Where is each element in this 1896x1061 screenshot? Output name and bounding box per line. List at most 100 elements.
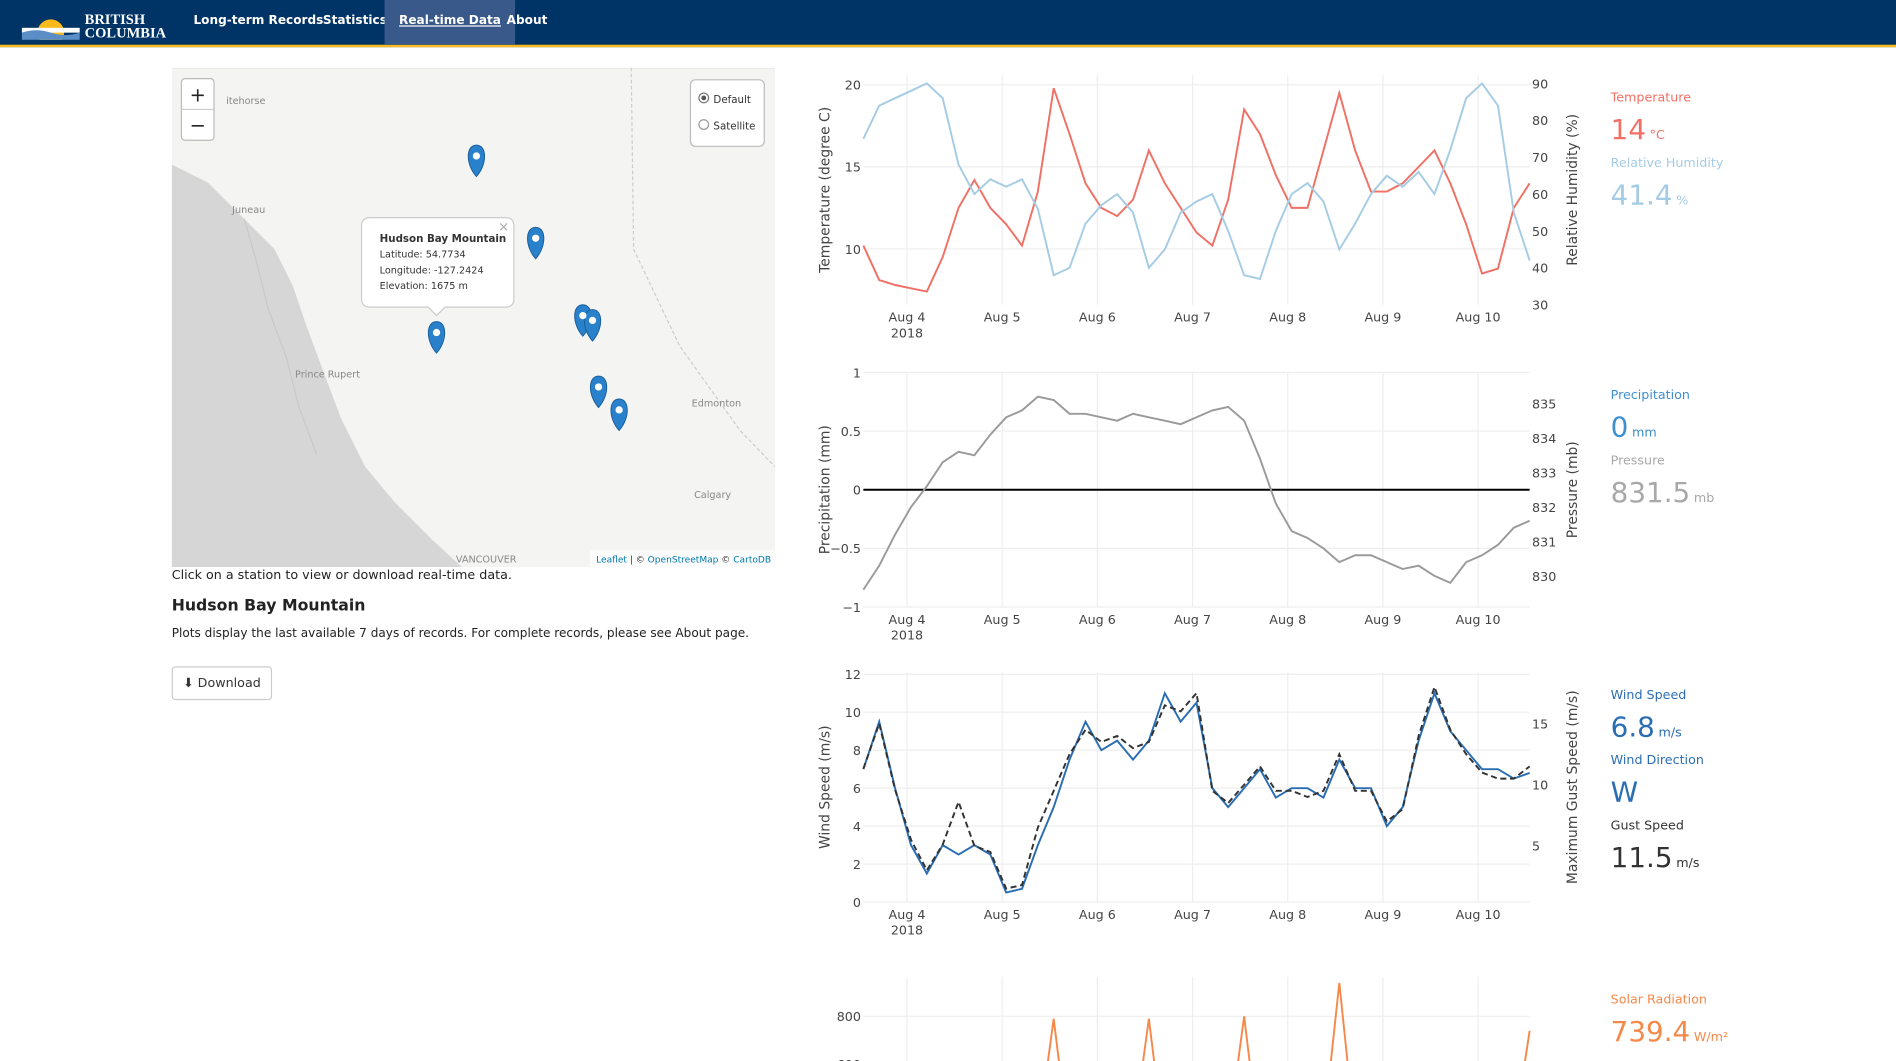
- readout-value: 0: [1611, 411, 1629, 444]
- y-tick-label: 0.5: [841, 424, 861, 439]
- readout-value: 11.5: [1611, 841, 1673, 874]
- station-marker[interactable]: [610, 398, 628, 432]
- place-label: Juneau: [231, 205, 265, 216]
- x-tick-sublabel: 2018: [891, 325, 923, 340]
- x-tick-label: Aug 8: [1269, 612, 1306, 627]
- y-tick-label: 0: [853, 895, 861, 910]
- place-label: Prince Rupert: [295, 369, 360, 380]
- x-tick-label: Aug 7: [1174, 612, 1211, 627]
- readout-unit: W/m²: [1694, 1029, 1728, 1044]
- zoom-out[interactable]: −: [190, 114, 206, 137]
- readout-value: 41.4: [1611, 178, 1673, 211]
- y-tick-label: 8: [853, 743, 861, 758]
- y2-tick-label: 835: [1532, 396, 1556, 411]
- readout-label: Precipitation: [1611, 387, 1690, 402]
- station-marker[interactable]: [583, 309, 602, 342]
- x-tick-label: Aug 10: [1456, 310, 1501, 325]
- x-tick-label: Aug 8: [1269, 907, 1306, 922]
- x-tick-label: Aug 6: [1079, 310, 1116, 325]
- y-tick-label: 4: [853, 819, 861, 834]
- y2-tick-label: 830: [1532, 569, 1556, 584]
- x-tick-label: Aug 9: [1364, 310, 1401, 325]
- readout: 6.8 m/s: [1611, 710, 1682, 743]
- y-tick-label: 10: [845, 705, 861, 720]
- popup-line: Latitude: 54.7734: [380, 250, 466, 261]
- station-name: Hudson Bay Mountain: [171, 597, 366, 616]
- y-tick-label: 12: [845, 667, 861, 682]
- readout: 14 °C: [1611, 113, 1665, 146]
- map-canvas[interactable]: itehorse Juneau Prince Rupert Edmonton C…: [171, 67, 776, 568]
- layer-option[interactable]: Satellite: [713, 120, 755, 132]
- layer-option[interactable]: Default: [713, 94, 751, 106]
- x-tick-label: Aug 9: [1364, 907, 1401, 922]
- series-line: [862, 87, 1531, 293]
- y-tick-label: −0.5: [830, 541, 861, 556]
- station-markers[interactable]: [427, 144, 628, 432]
- station-marker[interactable]: [527, 226, 545, 260]
- readout-value: 14: [1611, 113, 1646, 146]
- radio[interactable]: [698, 119, 710, 130]
- attribution-link[interactable]: OpenStreetMap: [648, 555, 719, 565]
- layer-control: Default Satellite: [689, 79, 765, 147]
- x-tick-label: Aug 5: [984, 907, 1021, 922]
- x-tick-label: Aug 7: [1174, 907, 1211, 922]
- nav-link[interactable]: About: [506, 14, 548, 28]
- y-axis-label: Precipitation (mm): [818, 425, 834, 554]
- nav-link[interactable]: Long-term Records: [193, 14, 324, 28]
- place-label: VANCOUVER: [456, 554, 517, 565]
- readout: 831.5 mb: [1611, 476, 1715, 509]
- y-tick-label: 20: [845, 78, 861, 93]
- logo-text: COLUMBIA: [84, 24, 167, 42]
- readout-unit: °C: [1650, 127, 1665, 142]
- y2-tick-label: 15: [1532, 716, 1548, 731]
- station-marker[interactable]: [427, 321, 446, 354]
- readout-label: Temperature: [1610, 90, 1692, 105]
- readout-unit: mb: [1694, 490, 1714, 505]
- y2-tick-label: 50: [1532, 224, 1548, 239]
- place-label: Edmonton: [692, 398, 741, 409]
- readout: 739.4 W/m²: [1611, 1015, 1728, 1048]
- y-tick-label: 0: [853, 483, 861, 498]
- download-button[interactable]: ⬇︎ Download: [171, 666, 273, 701]
- readout-unit: m/s: [1676, 855, 1699, 870]
- y-tick-label: −1: [842, 600, 861, 615]
- readout: 11.5 m/s: [1611, 841, 1700, 874]
- readout-value: 6.8: [1611, 710, 1655, 743]
- y-tick-label: 6: [853, 781, 861, 796]
- readout-label: Relative Humidity: [1611, 155, 1724, 170]
- station-marker[interactable]: [589, 375, 608, 409]
- readout-unit: m/s: [1659, 724, 1682, 739]
- attribution: Leaflet | © OpenStreetMap © CartoDB: [596, 555, 771, 565]
- y2-tick-label: 831: [1532, 534, 1556, 549]
- x-tick-label: Aug 4: [889, 310, 926, 325]
- navbar: BRITISH COLUMBIA Long-term Records Stati…: [0, 0, 1896, 48]
- readout: 0 mm: [1611, 411, 1657, 444]
- map[interactable]: itehorse Juneau Prince Rupert Edmonton C…: [171, 67, 776, 568]
- attribution-link[interactable]: CartoDB: [733, 555, 771, 565]
- logo-mark: [21, 19, 80, 40]
- attribution-text: ©: [718, 555, 733, 565]
- nav-link[interactable]: Statistics: [322, 14, 387, 28]
- series-line: [862, 81, 1531, 281]
- x-tick-label: Aug 5: [984, 612, 1021, 627]
- y2-axis-label: Maximum Gust Speed (m/s): [1565, 690, 1581, 884]
- attribution-link[interactable]: Leaflet: [596, 555, 627, 565]
- y2-tick-label: 90: [1532, 76, 1548, 91]
- popup-close[interactable]: ×: [498, 220, 509, 235]
- note: Plots display the last available 7 days …: [171, 627, 750, 641]
- station-marker[interactable]: [467, 144, 486, 178]
- popup: × Hudson Bay Mountain Latitude: 54.7734 …: [360, 217, 515, 317]
- y2-axis-label: Relative Humidity (%): [1565, 114, 1581, 266]
- download-icon: ⬇︎: [182, 675, 198, 691]
- x-tick-label: Aug 4: [889, 612, 926, 627]
- x-tick-label: Aug 4: [889, 907, 926, 922]
- readout-label: Solar Radiation: [1611, 992, 1707, 1007]
- zoom-in[interactable]: +: [190, 84, 206, 107]
- y2-axis-label: Pressure (mb): [1565, 441, 1581, 538]
- nav-link[interactable]: Real-time Data: [384, 0, 516, 45]
- y2-tick-label: 834: [1532, 431, 1556, 446]
